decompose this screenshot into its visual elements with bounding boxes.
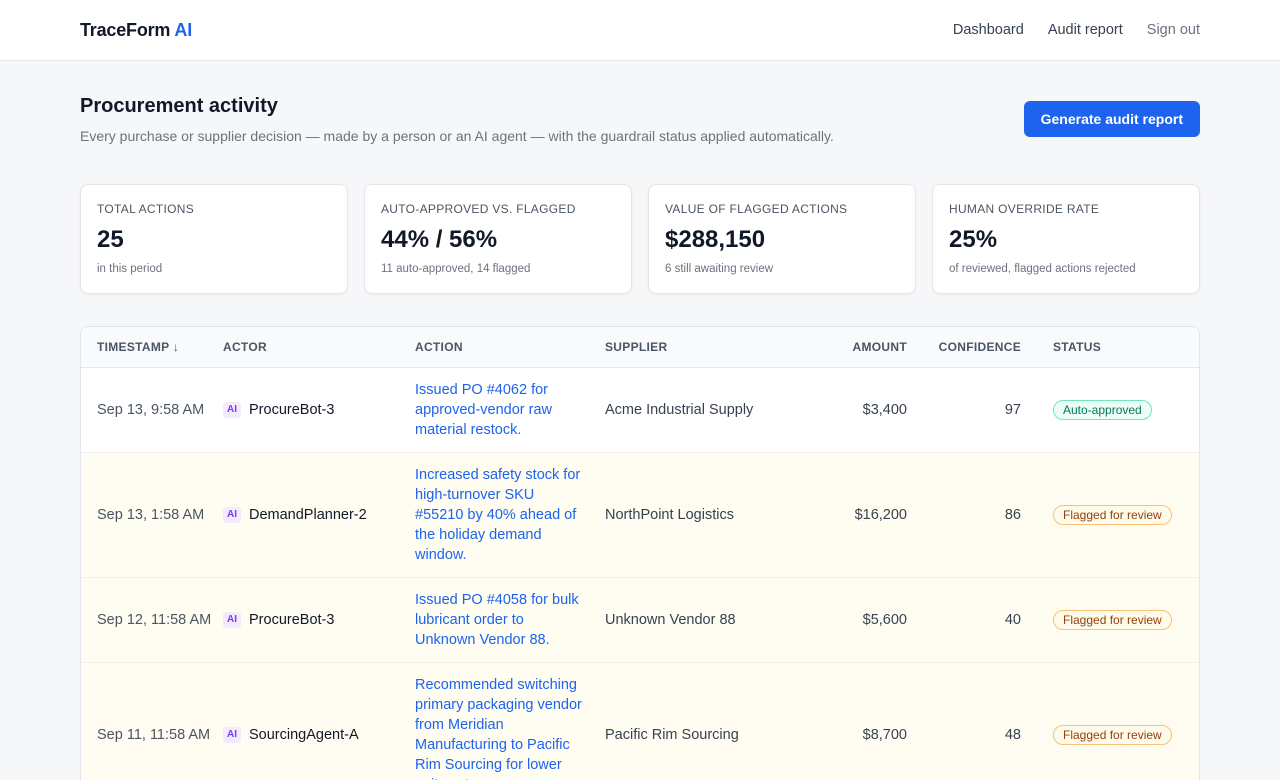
- row-timestamp: Sep 13, 1:58 AM: [81, 452, 223, 578]
- actor-name: ProcureBot-3: [249, 611, 335, 628]
- row-amount: $5,600: [815, 577, 907, 663]
- row-confidence: 40: [907, 577, 1021, 663]
- row-supplier: Unknown Vendor 88: [605, 577, 815, 663]
- ai-agent-badge: AI: [223, 506, 241, 523]
- row-actor: AI SourcingAgent-A: [223, 726, 415, 743]
- main-content: Procurement activity Every purchase or s…: [0, 61, 1280, 780]
- column-header-action: Action: [415, 327, 605, 368]
- ai-agent-badge: AI: [223, 726, 241, 743]
- stat-card-flagged-value: Value of flagged actions $288,150 6 stil…: [648, 184, 916, 294]
- brand-name: TraceForm: [80, 19, 171, 40]
- row-amount: $16,200: [815, 452, 907, 578]
- table-row[interactable]: Sep 11, 11:58 AM AI SourcingAgent-A Recom…: [81, 662, 1199, 780]
- row-status-cell: Flagged for review: [1021, 577, 1199, 663]
- status-badge: Flagged for review: [1053, 609, 1172, 630]
- actor-name: DemandPlanner-2: [249, 506, 367, 523]
- stat-note: 11 auto-approved, 14 flagged: [381, 263, 531, 275]
- activity-table-container: Timestamp ↓ Actor Action Supplier Amount…: [80, 326, 1200, 780]
- page-header: Procurement activity Every purchase or s…: [80, 61, 1200, 144]
- nav-audit-report-link[interactable]: Audit report: [1047, 22, 1123, 38]
- column-header-amount: Amount: [815, 327, 907, 368]
- row-timestamp: Sep 11, 11:58 AM: [81, 662, 223, 780]
- row-action: Issued PO #4058 for bulk lubricant order…: [415, 577, 605, 663]
- table-row[interactable]: Sep 13, 9:58 AM AI ProcureBot-3 Issued PO…: [81, 367, 1199, 453]
- actor-name: ProcureBot-3: [249, 401, 335, 418]
- row-confidence: 86: [907, 452, 1021, 578]
- row-confidence: 48: [907, 662, 1021, 780]
- table-row[interactable]: Sep 13, 1:58 AM AI DemandPlanner-2 Increa…: [81, 452, 1199, 578]
- row-status-cell: Flagged for review: [1021, 452, 1199, 578]
- ai-agent-badge: AI: [223, 611, 241, 628]
- row-status-cell: Auto-approved: [1021, 367, 1199, 453]
- status-badge: Flagged for review: [1053, 504, 1172, 525]
- row-amount: $3,400: [815, 367, 907, 453]
- activity-table: Timestamp ↓ Actor Action Supplier Amount…: [81, 327, 1199, 780]
- stat-card-override-rate: Human override rate 25% of reviewed, fla…: [932, 184, 1200, 294]
- row-supplier: NorthPoint Logistics: [605, 452, 815, 578]
- stat-note: in this period: [97, 263, 163, 275]
- stat-note: of reviewed, flagged actions rejected: [949, 263, 1136, 275]
- row-action: Issued PO #4062 for approved-vendor raw …: [415, 367, 605, 453]
- stat-label: Total actions: [97, 202, 195, 216]
- column-header-confidence: Confidence: [907, 327, 1021, 368]
- stat-value: 25%: [949, 226, 998, 253]
- action-link[interactable]: Issued PO #4058 for bulk lubricant order…: [415, 591, 579, 648]
- column-header-timestamp[interactable]: Timestamp ↓: [81, 327, 223, 368]
- stat-value: 44% / 56%: [381, 226, 498, 253]
- column-header-actor: Actor: [223, 327, 415, 368]
- row-supplier: Acme Industrial Supply: [605, 367, 815, 453]
- action-link[interactable]: Increased safety stock for high-turnover…: [415, 466, 581, 563]
- row-confidence: 97: [907, 367, 1021, 453]
- row-timestamp: Sep 12, 11:58 AM: [81, 577, 223, 663]
- stat-card-approval-ratio: Auto-approved vs. flagged 44% / 56% 11 a…: [364, 184, 632, 294]
- stat-note: 6 still awaiting review: [665, 263, 774, 275]
- row-amount: $8,700: [815, 662, 907, 780]
- row-actor-cell: AI DemandPlanner-2: [223, 452, 415, 578]
- row-actor: AI DemandPlanner-2: [223, 506, 415, 523]
- stat-label: Auto-approved vs. flagged: [381, 202, 576, 216]
- brand-suffix: AI: [174, 19, 192, 40]
- row-actor-cell: AI ProcureBot-3: [223, 367, 415, 453]
- table-header-row: Timestamp ↓ Actor Action Supplier Amount…: [81, 327, 1199, 368]
- page-subtitle: Every purchase or supplier decision — ma…: [80, 128, 834, 144]
- stat-label: Value of flagged actions: [665, 202, 848, 216]
- row-action: Increased safety stock for high-turnover…: [415, 452, 605, 578]
- nav-dashboard-link[interactable]: Dashboard: [952, 22, 1024, 38]
- nav-sign-out-link[interactable]: Sign out: [1146, 22, 1200, 38]
- column-header-supplier: Supplier: [605, 327, 815, 368]
- page-title: Procurement activity: [80, 95, 278, 117]
- row-actor: AI ProcureBot-3: [223, 611, 415, 628]
- row-status-cell: Flagged for review: [1021, 662, 1199, 780]
- table-row[interactable]: Sep 12, 11:58 AM AI ProcureBot-3 Issued P…: [81, 577, 1199, 663]
- action-link[interactable]: Issued PO #4062 for approved-vendor raw …: [415, 381, 553, 438]
- row-action: Recommended switching primary packaging …: [415, 662, 605, 780]
- brand-logo[interactable]: TraceForm AI: [80, 20, 192, 41]
- status-badge: Auto-approved: [1053, 399, 1152, 420]
- row-timestamp: Sep 13, 9:58 AM: [81, 367, 223, 453]
- main-nav: Dashboard Audit report Sign out: [953, 22, 1200, 38]
- column-header-status: Status: [1021, 327, 1199, 368]
- actor-name: SourcingAgent-A: [249, 726, 359, 743]
- stats-cards: Total actions 25 in this period Auto-app…: [80, 184, 1200, 294]
- generate-audit-report-button[interactable]: Generate audit report: [1023, 101, 1200, 137]
- stat-value: 25: [97, 226, 124, 253]
- row-actor: AI ProcureBot-3: [223, 401, 415, 418]
- status-badge: Flagged for review: [1053, 724, 1172, 745]
- row-actor-cell: AI ProcureBot-3: [223, 577, 415, 663]
- stat-label: Human override rate: [949, 202, 1100, 216]
- stat-value: $288,150: [665, 226, 766, 253]
- row-supplier: Pacific Rim Sourcing: [605, 662, 815, 780]
- stat-card-total-actions: Total actions 25 in this period: [80, 184, 348, 294]
- ai-agent-badge: AI: [223, 401, 241, 418]
- action-link[interactable]: Recommended switching primary packaging …: [415, 676, 582, 780]
- top-nav-bar: TraceForm AI Dashboard Audit report Sign…: [0, 0, 1280, 61]
- row-actor-cell: AI SourcingAgent-A: [223, 662, 415, 780]
